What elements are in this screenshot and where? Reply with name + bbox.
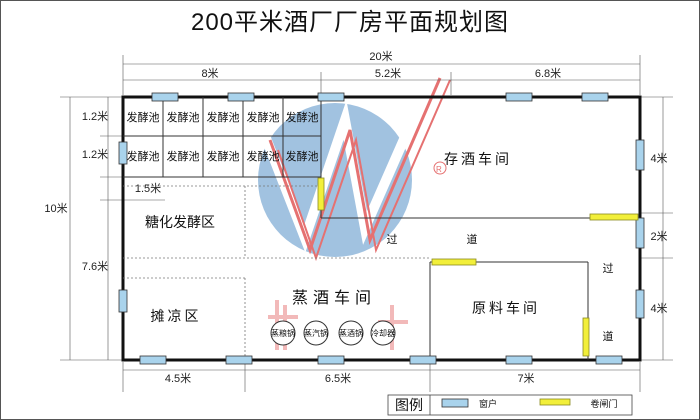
legend-title: 图例 <box>395 398 423 414</box>
page-title: 200平米酒厂厂房平面规划图 <box>190 9 510 36</box>
aisle-label-1: 过 <box>387 233 398 246</box>
dim-left-3: 1.5米 <box>135 182 161 195</box>
fermentation-pools: 发酵池 发酵池 发酵池 发酵池 发酵池 发酵池 发酵池 发酵池 发酵池 发酵池 <box>127 110 319 163</box>
equipment-2-circle <box>303 320 329 346</box>
pool-r1c1: 发酵池 <box>127 110 160 124</box>
dim-left-1: 1.2米 <box>82 110 108 123</box>
dim-bottom-1: 4.5米 <box>165 372 191 385</box>
window <box>227 92 255 102</box>
room-cooling: 摊凉区 <box>151 309 202 325</box>
equipment-3-circle <box>338 320 364 346</box>
legend-door-label: 卷闸门 <box>590 398 617 410</box>
equipment-4-circle <box>370 320 396 346</box>
dim-right-1: 4米 <box>650 152 667 165</box>
dimension-lines <box>60 55 673 392</box>
window <box>225 355 253 365</box>
window <box>409 355 437 365</box>
pool-r2c4: 发酵池 <box>247 149 280 163</box>
equipment-1-circle <box>270 320 296 346</box>
legend: 图例 窗户 卷闸门 <box>387 394 633 416</box>
watermark-stroke-white <box>257 77 435 253</box>
equipment-4-label: 冷却器 <box>371 328 395 338</box>
dim-bottom-3: 7米 <box>517 372 534 385</box>
legend-window-swatch <box>441 398 469 408</box>
dim-top-1: 8米 <box>201 67 218 80</box>
window <box>151 92 179 102</box>
watermark-stroke-red <box>268 77 442 255</box>
dim-bottom-2: 6.5米 <box>325 372 351 385</box>
window <box>505 355 533 365</box>
window <box>505 92 533 102</box>
window <box>317 92 345 102</box>
registered-mark <box>433 161 447 175</box>
aisle-label-3: 过 <box>603 262 614 275</box>
roller-door <box>589 213 639 221</box>
dim-left-4: 7.6米 <box>82 260 108 273</box>
room-saccharification: 糖化发酵区 <box>145 215 215 231</box>
roller-doors <box>317 177 639 357</box>
watermark-stroke-red-2 <box>277 79 451 262</box>
window <box>139 355 167 365</box>
window <box>595 355 623 365</box>
window <box>317 355 345 365</box>
dim-top-3: 6.8米 <box>535 67 561 80</box>
window <box>635 217 645 249</box>
window <box>118 289 128 313</box>
equipment-3-label: 蒸酒锅 <box>339 328 363 338</box>
equipment-2-label: 蒸汽锅 <box>304 328 328 338</box>
pool-r1c4: 发酵池 <box>247 110 280 124</box>
dim-right-2: 2米 <box>650 230 667 243</box>
dim-left-2: 1.2米 <box>82 148 108 161</box>
dim-left-outer: 10米 <box>44 202 67 215</box>
roller-door <box>431 258 477 266</box>
legend-door-swatch <box>539 398 571 406</box>
room-steaming: 蒸酒车间 <box>292 288 376 307</box>
aisle-label-2: 道 <box>467 232 478 246</box>
window <box>635 139 645 171</box>
equipment-1-label: 蒸粮锅 <box>271 328 295 338</box>
pool-r2c1: 发酵池 <box>127 149 160 163</box>
pool-r2c2: 发酵池 <box>167 149 200 163</box>
roller-door <box>582 317 590 357</box>
pool-r2c3: 发酵池 <box>207 149 240 163</box>
dim-total-width: 20米 <box>369 50 392 63</box>
dim-top-2: 5.2米 <box>375 67 401 80</box>
equipment: 蒸粮锅 蒸汽锅 蒸酒锅 冷却器 <box>270 320 396 346</box>
window <box>118 141 128 165</box>
room-storage: 存酒车间 <box>444 151 512 168</box>
pool-r2c5: 发酵池 <box>286 149 319 163</box>
window <box>581 92 609 102</box>
registered-mark-r: R <box>436 165 442 174</box>
pool-r1c3: 发酵池 <box>207 110 240 124</box>
pool-r1c2: 发酵池 <box>167 110 200 124</box>
roller-door <box>317 177 325 211</box>
window <box>635 289 645 319</box>
dashed-partitions <box>123 185 430 360</box>
legend-window-label: 窗户 <box>479 398 497 410</box>
pool-r1c5: 发酵池 <box>286 110 319 124</box>
windows <box>118 92 645 365</box>
aisle-label-4: 道 <box>603 329 614 343</box>
dim-right-3: 4米 <box>650 302 667 315</box>
room-raw-material: 原料车间 <box>472 300 540 317</box>
